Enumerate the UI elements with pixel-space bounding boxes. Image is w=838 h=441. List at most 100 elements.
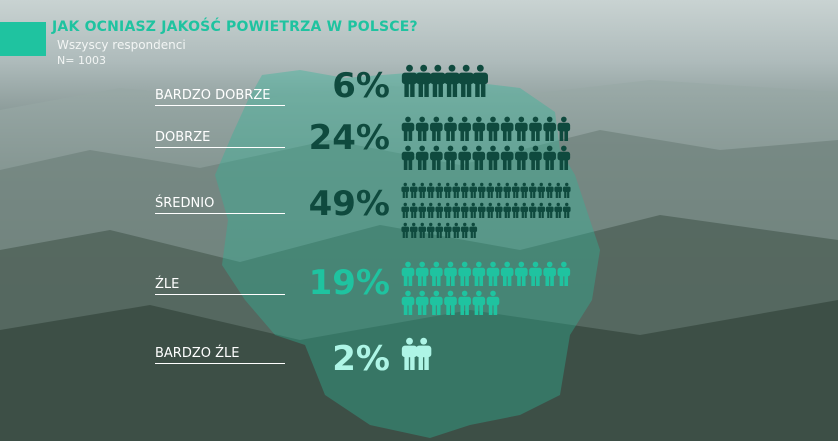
person-icon <box>443 202 452 218</box>
person-icon <box>520 182 529 198</box>
person-icon <box>418 202 427 218</box>
person-icon <box>409 182 418 198</box>
person-icon <box>528 182 537 198</box>
person-icon <box>460 202 469 218</box>
person-icon <box>460 222 469 238</box>
person-icon <box>562 182 571 198</box>
person-icon <box>444 145 457 170</box>
person-icon <box>443 222 452 238</box>
person-icon <box>418 222 427 238</box>
person-icon <box>494 182 503 198</box>
person-icon <box>469 182 478 198</box>
person-icon <box>529 145 542 170</box>
person-icon <box>515 145 528 170</box>
person-icon <box>562 202 571 218</box>
person-icon <box>458 261 471 286</box>
category-label-bardzo-dobrze: BARDZO DOBRZE <box>155 88 285 106</box>
icon-group-bardzo-zle <box>401 337 432 370</box>
person-icon <box>430 64 446 97</box>
person-icon <box>557 116 571 141</box>
icon-group-dobrze <box>401 116 571 170</box>
chart-subtitle: Wszyscy respondenci <box>57 38 186 52</box>
person-icon <box>401 145 415 170</box>
person-icon <box>529 116 542 141</box>
person-icon <box>477 182 486 198</box>
value-label-zle: 19% <box>308 263 390 303</box>
person-icon <box>416 337 432 370</box>
person-icon <box>494 202 503 218</box>
person-icon <box>401 182 410 198</box>
person-icon <box>426 182 435 198</box>
person-icon <box>458 145 471 170</box>
person-icon <box>529 261 542 286</box>
person-icon <box>430 290 443 315</box>
category-label-bardzo-zle: BARDZO ŹLE <box>155 346 285 364</box>
value-label-bardzo-dobrze: 6% <box>332 66 390 106</box>
person-icon <box>500 261 514 286</box>
person-icon <box>401 222 410 238</box>
person-icon <box>486 182 495 198</box>
value-label-dobrze: 24% <box>308 118 390 158</box>
person-icon <box>545 182 554 198</box>
category-label-srednio: ŚREDNIO <box>155 196 285 214</box>
person-icon <box>515 116 528 141</box>
person-icon <box>426 222 435 238</box>
person-icon <box>515 261 528 286</box>
person-icon <box>452 202 461 218</box>
person-icon <box>452 222 461 238</box>
person-icon <box>503 202 512 218</box>
person-icon <box>500 116 514 141</box>
person-icon <box>444 261 457 286</box>
sample-size: N= 1003 <box>57 54 106 67</box>
person-icon <box>543 145 556 170</box>
person-icon <box>435 222 444 238</box>
person-icon <box>557 145 571 170</box>
person-icon <box>500 145 514 170</box>
person-icon <box>416 64 432 97</box>
person-icon <box>430 145 443 170</box>
person-icon <box>401 64 418 97</box>
person-icon <box>486 290 500 315</box>
person-icon <box>554 182 563 198</box>
person-icon <box>469 202 478 218</box>
person-icon <box>460 182 469 198</box>
person-icon <box>415 145 429 170</box>
person-icon <box>444 290 457 315</box>
person-icon <box>472 261 486 286</box>
person-icon <box>401 202 410 218</box>
person-icon <box>528 202 537 218</box>
person-icon <box>486 261 500 286</box>
person-icon <box>543 116 556 141</box>
person-icon <box>537 182 546 198</box>
person-icon <box>401 290 415 315</box>
person-icon <box>486 202 495 218</box>
person-icon <box>503 182 512 198</box>
person-icon <box>443 182 452 198</box>
person-icon <box>430 116 443 141</box>
person-icon <box>545 202 554 218</box>
person-icon <box>477 202 486 218</box>
person-icon <box>557 261 571 286</box>
person-icon <box>452 182 461 198</box>
person-icon <box>415 116 429 141</box>
person-icon <box>435 182 444 198</box>
person-icon <box>472 145 486 170</box>
person-icon <box>472 64 488 97</box>
person-icon <box>511 182 520 198</box>
person-icon <box>409 202 418 218</box>
person-icon <box>472 116 486 141</box>
person-icon <box>486 116 500 141</box>
person-icon <box>444 64 460 97</box>
category-label-zle: ŹLE <box>155 277 285 295</box>
person-icon <box>401 261 415 286</box>
person-icon <box>401 116 415 141</box>
person-icon <box>415 290 429 315</box>
value-label-bardzo-zle: 2% <box>332 339 390 379</box>
person-icon <box>472 290 486 315</box>
person-icon <box>418 182 427 198</box>
person-icon <box>511 202 520 218</box>
person-icon <box>520 202 529 218</box>
icon-group-srednio <box>401 182 571 238</box>
